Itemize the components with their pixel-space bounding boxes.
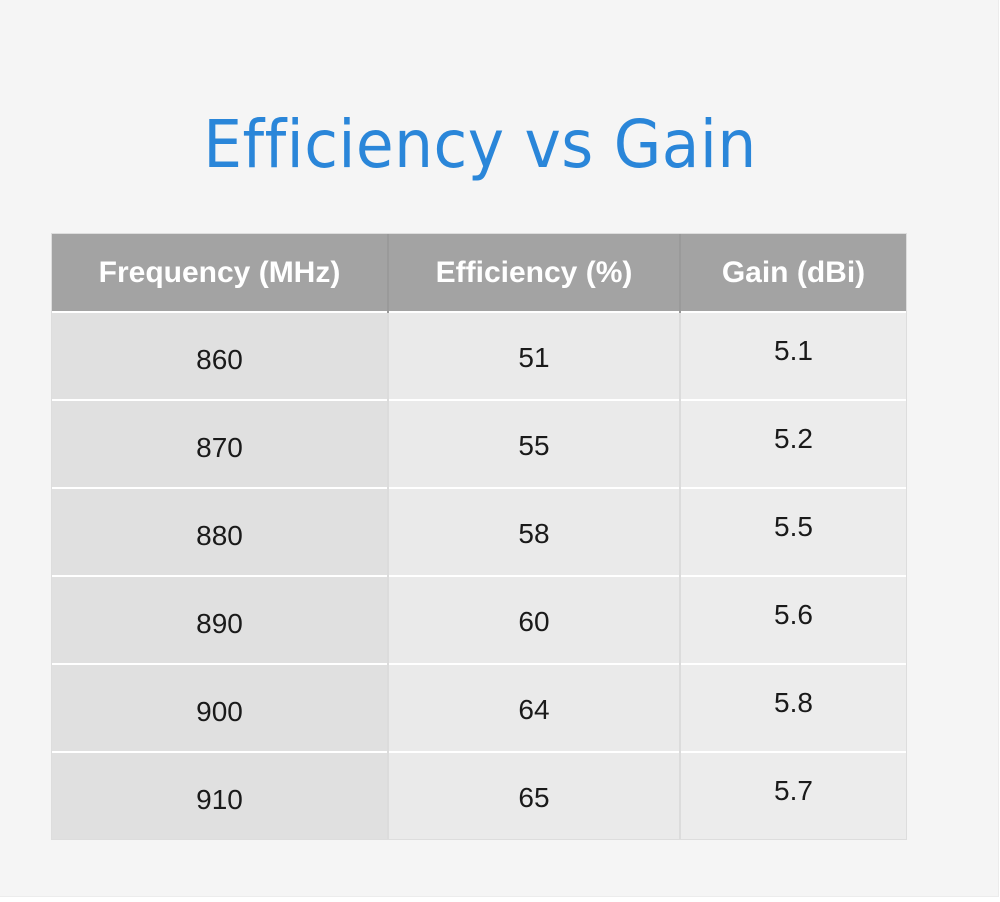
cell-efficiency: 60 [388, 575, 681, 664]
table-row: 900 64 5.8 [52, 663, 906, 752]
table-row: 890 60 5.6 [52, 575, 906, 664]
header-frequency: Frequency (MHz) [52, 234, 389, 312]
efficiency-gain-table: Frequency (MHz) Efficiency (%) Gain (dBi… [52, 234, 906, 839]
cell-frequency: 870 [52, 399, 389, 488]
cell-frequency: 910 [52, 751, 389, 839]
cell-gain: 5.5 [680, 487, 906, 576]
header-row: Frequency (MHz) Efficiency (%) Gain (dBi… [52, 234, 906, 312]
cell-frequency: 860 [52, 311, 389, 400]
cell-efficiency: 55 [388, 399, 681, 488]
cell-efficiency: 58 [388, 487, 681, 576]
table-row: 910 65 5.7 [52, 751, 906, 839]
table-row: 860 51 5.1 [52, 311, 906, 400]
cell-gain: 5.8 [680, 663, 906, 752]
cell-gain: 5.6 [680, 575, 906, 664]
cell-frequency: 900 [52, 663, 389, 752]
table-header: Frequency (MHz) Efficiency (%) Gain (dBi… [52, 234, 906, 312]
cell-gain: 5.2 [680, 399, 906, 488]
cell-gain: 5.7 [680, 751, 906, 839]
cell-efficiency: 51 [388, 311, 681, 400]
table-row: 880 58 5.5 [52, 487, 906, 576]
cell-frequency: 890 [52, 575, 389, 664]
header-gain: Gain (dBi) [680, 234, 906, 312]
cell-gain: 5.1 [680, 311, 906, 400]
chart-title: Efficiency vs Gain [203, 106, 757, 183]
table-body: 860 51 5.1 870 55 5.2 880 58 5.5 890 60 … [52, 311, 906, 839]
table-row: 870 55 5.2 [52, 399, 906, 488]
cell-efficiency: 65 [388, 751, 681, 839]
cell-frequency: 880 [52, 487, 389, 576]
cell-efficiency: 64 [388, 663, 681, 752]
header-efficiency: Efficiency (%) [388, 234, 681, 312]
